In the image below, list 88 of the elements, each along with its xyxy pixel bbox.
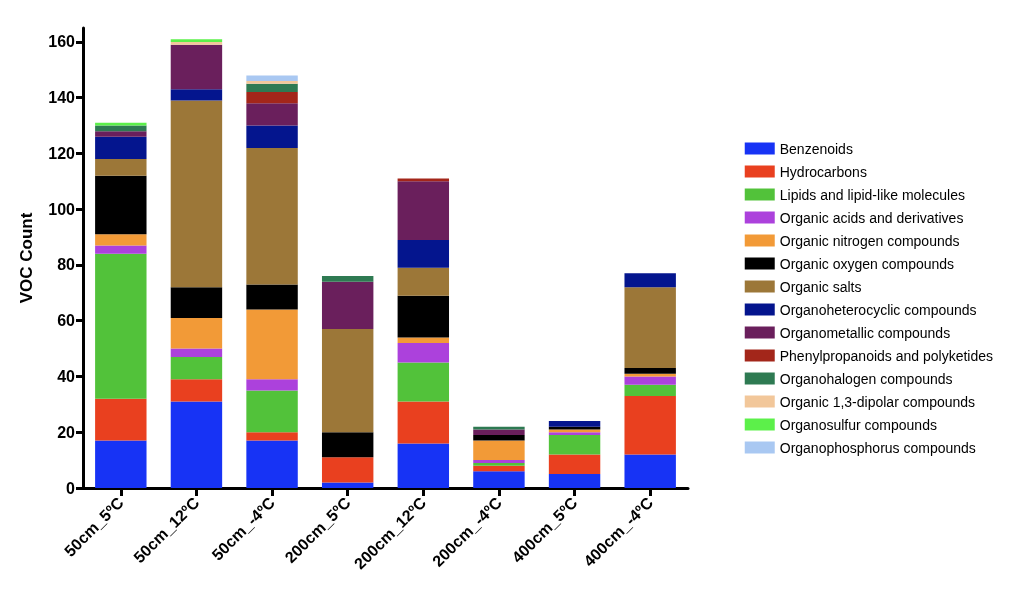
legend-label: Organophosphorus compounds	[779, 439, 976, 456]
bar	[624, 376, 676, 385]
y-tick-label: 80	[57, 256, 76, 274]
legend-label: Organic nitrogen compounds	[779, 232, 960, 249]
bar	[321, 276, 374, 282]
legend-label: Phenylpropanoids and polyketides	[779, 347, 993, 364]
bar	[246, 125, 298, 148]
bar	[624, 287, 676, 369]
legend-label: Lipids and lipid-like molecules	[779, 186, 965, 203]
bar	[95, 245, 147, 254]
y-tick-label: 120	[48, 144, 76, 162]
legend-label: Organosulfur compounds	[779, 416, 937, 433]
legend-label: Organohalogen compounds	[779, 370, 953, 387]
bar	[473, 440, 525, 461]
y-tick-label: 40	[57, 367, 76, 385]
bar	[170, 287, 223, 318]
bar	[473, 435, 525, 441]
bar	[246, 83, 298, 93]
bar	[246, 379, 298, 391]
bar	[321, 432, 374, 458]
bar	[170, 317, 223, 349]
bar	[95, 122, 147, 126]
bar	[95, 159, 147, 176]
bar	[95, 136, 147, 160]
bar	[246, 284, 298, 310]
bar	[548, 474, 601, 488]
bar	[548, 421, 601, 427]
bar	[170, 44, 223, 90]
bar	[473, 471, 525, 488]
bar	[95, 398, 147, 441]
bar	[548, 435, 601, 455]
y-tick-label: 100	[48, 200, 76, 218]
bar	[246, 147, 298, 285]
bar	[246, 440, 298, 488]
bar	[246, 432, 298, 441]
bar	[95, 125, 147, 132]
y-tick-label: 60	[57, 312, 76, 330]
bar	[246, 75, 298, 81]
y-tick-label: 160	[48, 33, 76, 51]
bar	[397, 401, 450, 444]
bar	[170, 401, 223, 488]
bar	[170, 89, 223, 101]
bar	[397, 267, 450, 296]
bar	[397, 337, 450, 344]
legend-label: Benzenoids	[779, 140, 853, 157]
y-axis-title: VOC Count	[17, 212, 36, 304]
bar	[321, 329, 374, 433]
bar	[95, 131, 147, 137]
bar	[397, 181, 450, 240]
y-tick-label: 0	[66, 479, 76, 497]
bar	[473, 429, 525, 436]
bar	[246, 309, 298, 380]
bar	[624, 384, 676, 396]
legend-label: Organic 1,3-dipolar compounds	[779, 393, 976, 410]
bar	[95, 175, 147, 235]
legend-label: Hydrocarbons	[779, 163, 867, 180]
bar	[473, 465, 525, 472]
bar	[548, 454, 601, 475]
bar	[321, 281, 374, 330]
bar	[624, 396, 676, 455]
legend-label: Organic acids and derivatives	[779, 209, 964, 226]
bar	[624, 368, 676, 374]
bar	[397, 443, 450, 488]
bar	[95, 440, 147, 488]
legend-label: Organic salts	[779, 278, 862, 295]
bar	[170, 100, 223, 288]
bar	[321, 457, 374, 483]
legend-label: Organic oxygen compounds	[779, 255, 955, 272]
y-tick-label: 20	[57, 423, 76, 441]
bar	[624, 273, 676, 288]
bar	[397, 362, 450, 402]
bar	[397, 239, 450, 268]
bar	[246, 92, 298, 104]
y-tick-label: 140	[48, 89, 76, 107]
legend-label: Organoheterocyclic compounds	[779, 301, 977, 318]
bar	[624, 454, 676, 488]
bar	[246, 103, 298, 126]
bar	[397, 343, 450, 363]
bar	[246, 80, 298, 84]
bar	[170, 379, 223, 402]
bar	[397, 295, 450, 338]
bar	[170, 356, 223, 380]
legend-label: Organometallic compounds	[779, 324, 951, 341]
bar	[246, 390, 298, 433]
bar	[95, 234, 147, 246]
bar	[170, 348, 223, 357]
bar	[321, 482, 374, 488]
bar	[95, 253, 147, 399]
